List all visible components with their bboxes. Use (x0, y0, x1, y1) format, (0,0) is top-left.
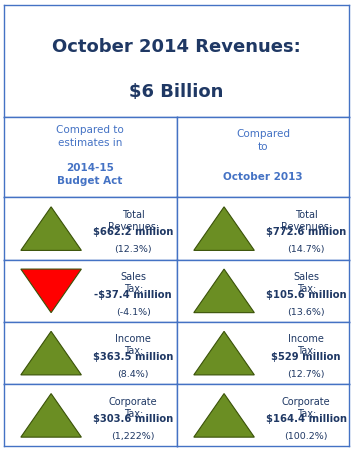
Text: October 2014 Revenues:: October 2014 Revenues: (52, 38, 301, 56)
Polygon shape (194, 394, 254, 437)
Polygon shape (21, 269, 81, 313)
Polygon shape (21, 207, 81, 250)
Text: (14.7%): (14.7%) (287, 245, 325, 254)
Text: Corporate
Tax:: Corporate Tax: (109, 397, 157, 419)
Text: (13.6%): (13.6%) (287, 308, 325, 317)
Text: (-4.1%): (-4.1%) (116, 308, 151, 317)
Text: $6 Billion: $6 Billion (129, 83, 224, 101)
Text: (100.2%): (100.2%) (285, 432, 328, 441)
Text: (8.4%): (8.4%) (118, 370, 149, 379)
Text: $303.6 million: $303.6 million (93, 414, 173, 424)
Polygon shape (194, 207, 254, 250)
Text: $529 million: $529 million (271, 352, 341, 362)
Text: Corporate
Tax:: Corporate Tax: (282, 397, 330, 419)
Text: 2014-15
Budget Act: 2014-15 Budget Act (57, 163, 123, 186)
Polygon shape (21, 331, 81, 375)
Text: (12.7%): (12.7%) (287, 370, 325, 379)
Text: Income
Tax:: Income Tax: (115, 335, 151, 356)
Polygon shape (21, 394, 81, 437)
Text: $164.4 million: $164.4 million (266, 414, 347, 424)
Text: Total
Revenues:: Total Revenues: (108, 210, 159, 232)
Text: Total
Revenues:: Total Revenues: (281, 210, 332, 232)
Polygon shape (194, 331, 254, 375)
Text: $363.5 million: $363.5 million (93, 352, 173, 362)
Text: $772.6 million: $772.6 million (266, 227, 346, 237)
Polygon shape (194, 269, 254, 313)
Text: Compared to
estimates in: Compared to estimates in (56, 125, 124, 148)
Text: -$37.4 million: -$37.4 million (95, 290, 172, 299)
Text: $105.6 million: $105.6 million (266, 290, 347, 299)
Text: $662.2 million: $662.2 million (93, 227, 173, 237)
Text: (1,222%): (1,222%) (112, 432, 155, 441)
Text: Sales
Tax:: Sales Tax: (120, 272, 146, 294)
Text: October 2013: October 2013 (223, 172, 303, 182)
Text: Sales
Tax:: Sales Tax: (293, 272, 319, 294)
Text: Income
Tax:: Income Tax: (288, 335, 324, 356)
Text: Compared
to: Compared to (236, 129, 290, 152)
Text: (12.3%): (12.3%) (114, 245, 152, 254)
